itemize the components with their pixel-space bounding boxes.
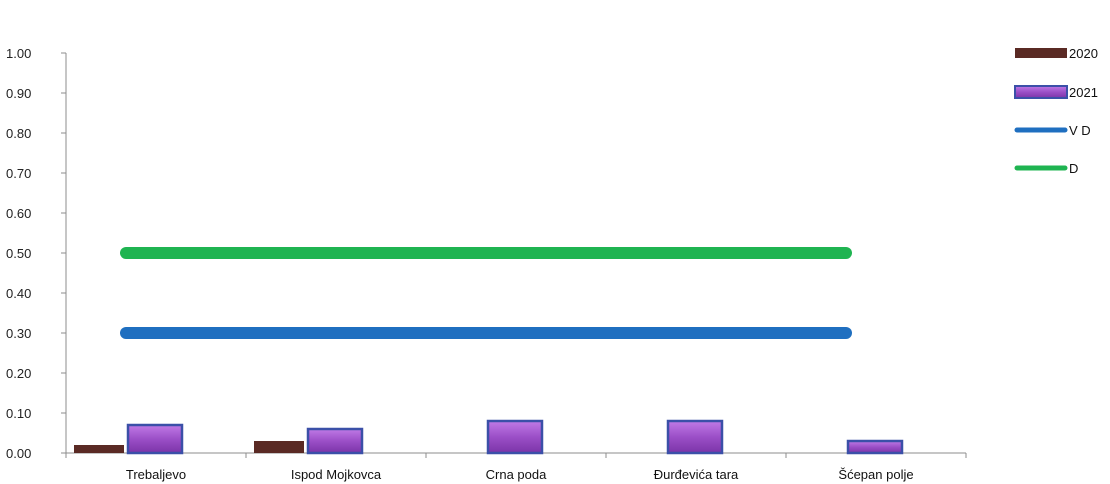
y-tick-label: 1.00	[6, 46, 31, 61]
x-category-label: Trebaljevo	[126, 467, 186, 482]
y-tick-label: 0.30	[6, 326, 31, 341]
bar-2020	[74, 445, 124, 453]
legend: 2020 2021 V D D	[1014, 46, 1098, 176]
bar-2021	[666, 419, 724, 455]
y-tick-label: 0.90	[6, 86, 31, 101]
legend-label: 2020	[1069, 46, 1098, 61]
legend-swatch-2020	[1015, 48, 1067, 58]
y-tick-label: 0.50	[6, 246, 31, 261]
x-category-label: Crna poda	[486, 467, 547, 482]
bars	[74, 419, 904, 455]
legend-label: 2021	[1069, 85, 1098, 100]
axes: 0.00 0.10 0.20 0.30 0.40 0.50 0.60 0.70 0.80 0.90…	[6, 46, 967, 482]
x-category-label: Šćepan polje	[838, 467, 913, 482]
legend-label: D	[1069, 161, 1078, 176]
y-tick-label: 0.70	[6, 166, 31, 181]
y-tick-label: 0.60	[6, 206, 31, 221]
legend-label: V D	[1069, 123, 1091, 138]
x-category-label: Đurđevića tara	[654, 467, 739, 482]
bar-2021	[126, 423, 184, 455]
y-tick-label: 0.10	[6, 406, 31, 421]
legend-swatch-2021	[1014, 85, 1068, 99]
bar-2020	[254, 441, 304, 453]
threshold-lines	[120, 247, 852, 339]
y-tick-label: 0.00	[6, 446, 31, 461]
bar-2021	[846, 439, 904, 455]
x-category-label: Ispod Mojkovca	[291, 467, 382, 482]
bar-2021	[306, 427, 364, 455]
y-tick-label: 0.80	[6, 126, 31, 141]
y-tick-label: 0.40	[6, 286, 31, 301]
bar-2021	[486, 419, 544, 455]
y-tick-label: 0.20	[6, 366, 31, 381]
